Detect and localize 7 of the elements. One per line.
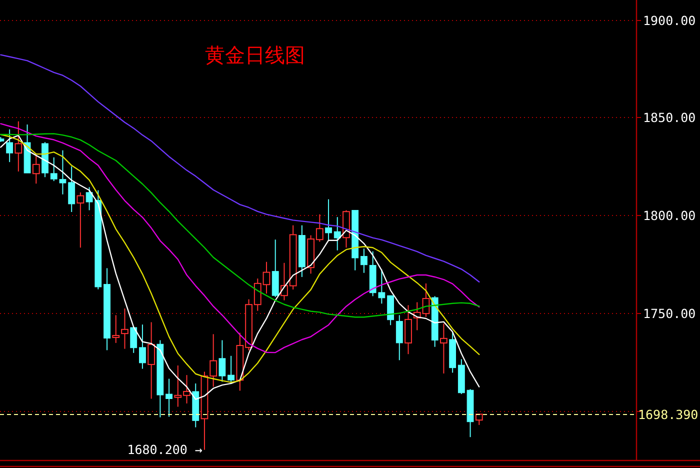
y-tick-label: 1800.00 xyxy=(643,208,696,223)
y-tick-label: 1900.00 xyxy=(643,13,696,28)
ref-line-label: 1698.390 xyxy=(638,407,698,422)
y-tick-label: 1750.00 xyxy=(643,306,696,321)
text: 黄金日线图 xyxy=(205,43,305,67)
annotation: 1680.200 → xyxy=(127,442,203,457)
y-tick-label: 1850.00 xyxy=(643,110,696,125)
